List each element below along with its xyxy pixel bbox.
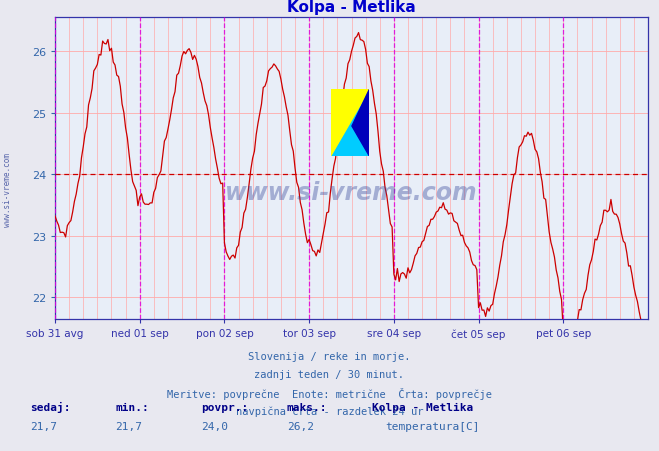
Text: min.:: min.: (115, 402, 149, 412)
Text: Kolpa - Metlika: Kolpa - Metlika (372, 402, 474, 412)
Text: maks.:: maks.: (287, 402, 327, 412)
Text: navpična črta - razdelek 24 ur: navpična črta - razdelek 24 ur (236, 405, 423, 416)
Text: povpr.:: povpr.: (201, 402, 248, 412)
Text: temperatura[C]: temperatura[C] (386, 421, 480, 431)
Title: Kolpa - Metlika: Kolpa - Metlika (287, 0, 416, 15)
Text: www.si-vreme.com: www.si-vreme.com (225, 181, 478, 205)
Text: Slovenija / reke in morje.: Slovenija / reke in morje. (248, 351, 411, 361)
Polygon shape (352, 90, 369, 156)
Polygon shape (331, 90, 369, 156)
Text: www.si-vreme.com: www.si-vreme.com (3, 152, 13, 226)
Text: 21,7: 21,7 (30, 421, 57, 431)
Polygon shape (331, 90, 369, 156)
Text: sedaj:: sedaj: (30, 401, 70, 412)
Text: 21,7: 21,7 (115, 421, 142, 431)
Text: 26,2: 26,2 (287, 421, 314, 431)
Text: 24,0: 24,0 (201, 421, 228, 431)
Text: Meritve: povprečne  Enote: metrične  Črta: povprečje: Meritve: povprečne Enote: metrične Črta:… (167, 387, 492, 399)
Text: zadnji teden / 30 minut.: zadnji teden / 30 minut. (254, 369, 405, 379)
